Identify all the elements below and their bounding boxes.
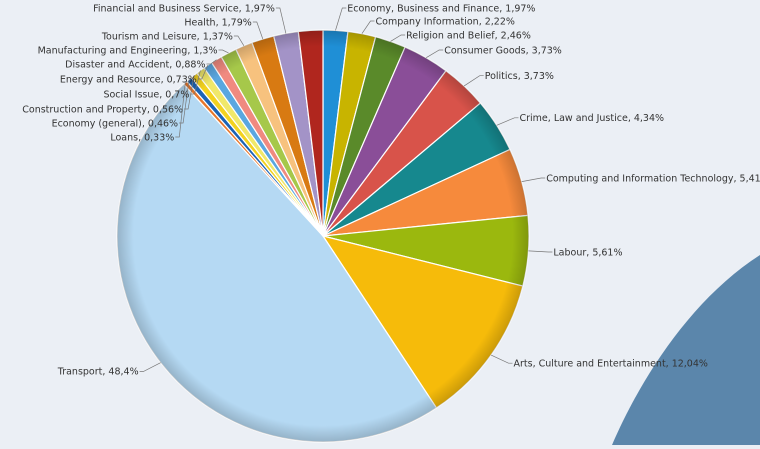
leader-line <box>252 21 264 40</box>
slice-label: Energy and Resource, 0,73% <box>60 74 197 85</box>
leader-line <box>490 354 513 364</box>
accent-band <box>612 255 760 445</box>
leader-line <box>179 79 190 124</box>
slice-label: Social Issue, 0,7% <box>103 89 189 100</box>
leader-line <box>190 70 201 95</box>
leader-line <box>528 250 553 253</box>
slice-label: Politics, 3,73% <box>485 71 554 82</box>
leader-line <box>197 65 209 80</box>
slice-label: Religion and Belief, 2,46% <box>406 30 531 41</box>
leader-line <box>361 20 375 34</box>
slice-label: Economy, Business and Finance, 1,97% <box>347 3 535 14</box>
leader-line <box>521 177 546 182</box>
leader-line <box>390 34 406 42</box>
leader-line <box>496 117 519 126</box>
leader-line <box>184 75 195 110</box>
slice-label: Economy (general), 0,46% <box>52 118 179 129</box>
slice-label: Loans, 0,33% <box>110 132 174 143</box>
slice-label: Construction and Property, 0,56% <box>22 104 183 115</box>
slice-label: Tourism and Leisure, 1,37% <box>101 31 233 42</box>
leader-line <box>175 82 186 138</box>
leader-line <box>233 35 245 46</box>
leader-line <box>218 49 229 54</box>
slice-label: Arts, Culture and Entertainment, 12,04% <box>514 359 708 370</box>
slice-label: Health, 1,79% <box>184 17 251 28</box>
slice-label: Company Information, 2,22% <box>376 16 515 27</box>
leader-line <box>275 7 287 34</box>
slice-label: Manufacturing and Engineering, 1,3% <box>38 45 218 56</box>
leader-line <box>139 362 161 372</box>
slice-label: Crime, Law and Justice, 4,34% <box>520 113 665 124</box>
slice-label: Disaster and Accident, 0,88% <box>65 59 205 70</box>
slice-label: Labour, 5,61% <box>553 247 622 258</box>
labels-group: Economy, Business and Finance, 1,97% Comp… <box>22 3 760 377</box>
slice-label: Computing and Information Technology, 5,… <box>546 173 760 184</box>
slice-label: Consumer Goods, 3,73% <box>444 45 562 56</box>
slice-label: Financial and Business Service, 1,97% <box>93 3 275 14</box>
slice-label: Transport, 48,4% <box>57 367 139 378</box>
leader-line <box>426 49 444 59</box>
leader-line <box>206 59 217 65</box>
leader-line <box>335 7 347 31</box>
leader-line <box>463 75 484 87</box>
